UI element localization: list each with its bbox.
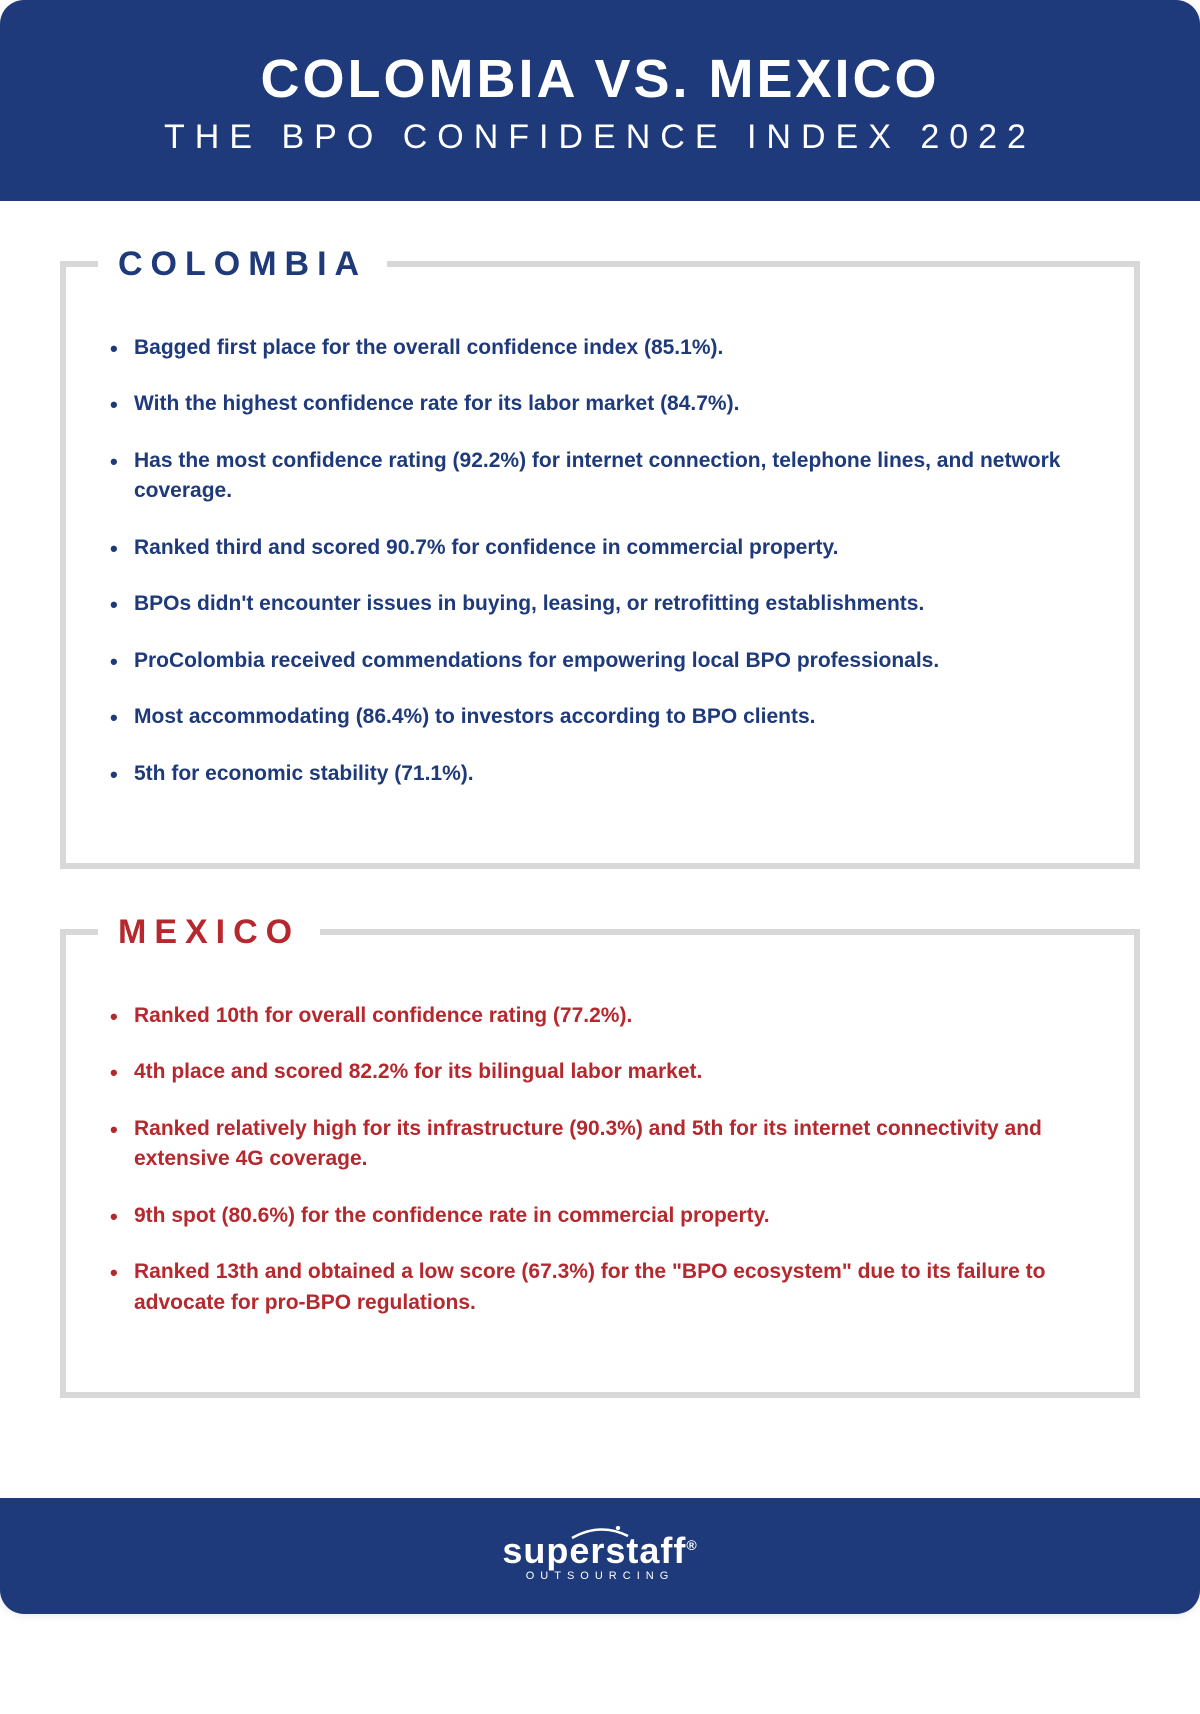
list-item: 5th for economic stability (71.1%). [106,759,1094,789]
list-item: 4th place and scored 82.2% for its bilin… [106,1057,1094,1087]
logo-main-text: superstaff® [502,1530,697,1572]
infographic-container: COLOMBIA VS. MEXICO THE BPO CONFIDENCE I… [0,0,1200,1614]
list-item: Has the most confidence rating (92.2%) f… [106,446,1094,507]
colombia-section: COLOMBIA Bagged first place for the over… [60,261,1140,869]
mexico-bullet-list: Ranked 10th for overall confidence ratin… [106,1001,1094,1318]
mexico-section: MEXICO Ranked 10th for overall confidenc… [60,929,1140,1398]
list-item: Most accommodating (86.4%) to investors … [106,702,1094,732]
mexico-title: MEXICO [118,913,300,952]
list-item: Ranked relatively high for its infrastru… [106,1114,1094,1175]
colombia-title: COLOMBIA [118,245,367,284]
list-item: Ranked third and scored 90.7% for confid… [106,533,1094,563]
footer-banner: superstaff® OUTSOURCING [0,1498,1200,1614]
header-subtitle: THE BPO CONFIDENCE INDEX 2022 [40,118,1160,157]
list-item: 9th spot (80.6%) for the confidence rate… [106,1201,1094,1231]
logo-swoosh-icon [570,1526,630,1540]
list-item: ProColombia received commendations for e… [106,646,1094,676]
superstaff-logo: superstaff® OUTSOURCING [502,1530,697,1582]
list-item: Ranked 10th for overall confidence ratin… [106,1001,1094,1031]
colombia-bullet-list: Bagged first place for the overall confi… [106,333,1094,789]
colombia-title-wrap: COLOMBIA [98,245,387,284]
header-title: COLOMBIA VS. MEXICO [40,48,1160,110]
list-item: BPOs didn't encounter issues in buying, … [106,589,1094,619]
content-area: COLOMBIA Bagged first place for the over… [0,201,1200,1498]
list-item: With the highest confidence rate for its… [106,389,1094,419]
header-banner: COLOMBIA VS. MEXICO THE BPO CONFIDENCE I… [0,0,1200,201]
mexico-title-wrap: MEXICO [98,913,320,952]
list-item: Bagged first place for the overall confi… [106,333,1094,363]
logo-registered-icon: ® [686,1537,697,1553]
list-item: Ranked 13th and obtained a low score (67… [106,1257,1094,1318]
